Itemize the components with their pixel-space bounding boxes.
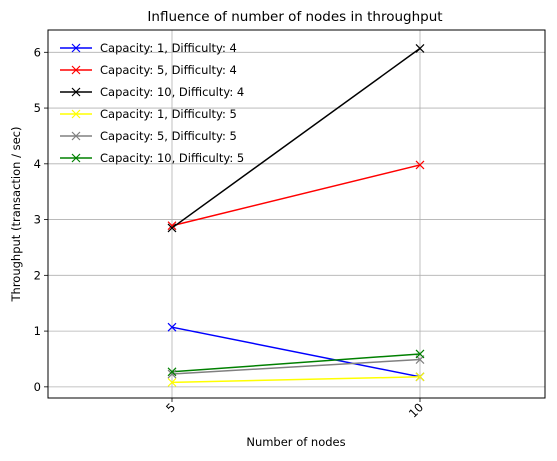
data-point-marker [415,43,425,53]
x-axis: 5 10 [163,398,426,420]
series-lines [171,47,421,384]
legend-label: Capacity: 5, Difficulty: 4 [100,63,237,77]
series-line [171,353,421,373]
series-line [171,376,421,384]
legend-label: Capacity: 5, Difficulty: 5 [100,129,237,143]
data-point-marker [167,322,177,332]
legend-marker [71,65,81,75]
data-point-marker [415,160,425,170]
data-point-marker [167,223,177,233]
y-tick-label: 5 [34,101,41,115]
legend-label: Capacity: 1, Difficulty: 4 [100,41,237,55]
x-tick-label: 10 [406,400,426,420]
series-markers [167,43,425,387]
y-axis: 0 1 2 3 4 5 6 [34,45,48,394]
data-point-marker [415,349,425,359]
series-line [171,47,421,229]
legend-marker [71,43,81,53]
data-point-marker [167,377,177,387]
plot-frame [47,29,546,399]
legend-label: Capacity: 10, Difficulty: 5 [100,151,244,165]
data-point-marker [167,369,177,379]
y-tick-label: 2 [34,268,41,282]
data-point-marker [167,221,177,231]
series-line [171,358,421,375]
y-tick-label: 3 [34,213,41,227]
y-axis-label: Throughput (transaction / sec) [9,127,23,303]
data-point-marker [167,367,177,377]
y-tick-label: 4 [34,157,41,171]
legend-marker [71,109,81,119]
legend: Capacity: 1, Difficulty: 4 Capacity: 5, D… [60,41,244,165]
series-line [171,164,421,227]
x-axis-label: Number of nodes [246,435,345,449]
y-tick-label: 1 [34,324,41,338]
grid [48,30,545,398]
legend-label: Capacity: 1, Difficulty: 5 [100,107,237,121]
x-tick-label: 5 [163,400,178,415]
y-tick-label: 6 [34,45,41,59]
series-line [171,326,421,378]
chart-title: Influence of number of nodes in throughp… [147,9,442,25]
data-point-marker [415,372,425,382]
y-tick-label: 0 [34,380,41,394]
legend-marker [71,153,81,163]
legend-marker [71,131,81,141]
legend-marker [71,87,81,97]
legend-label: Capacity: 10, Difficulty: 4 [100,85,244,99]
